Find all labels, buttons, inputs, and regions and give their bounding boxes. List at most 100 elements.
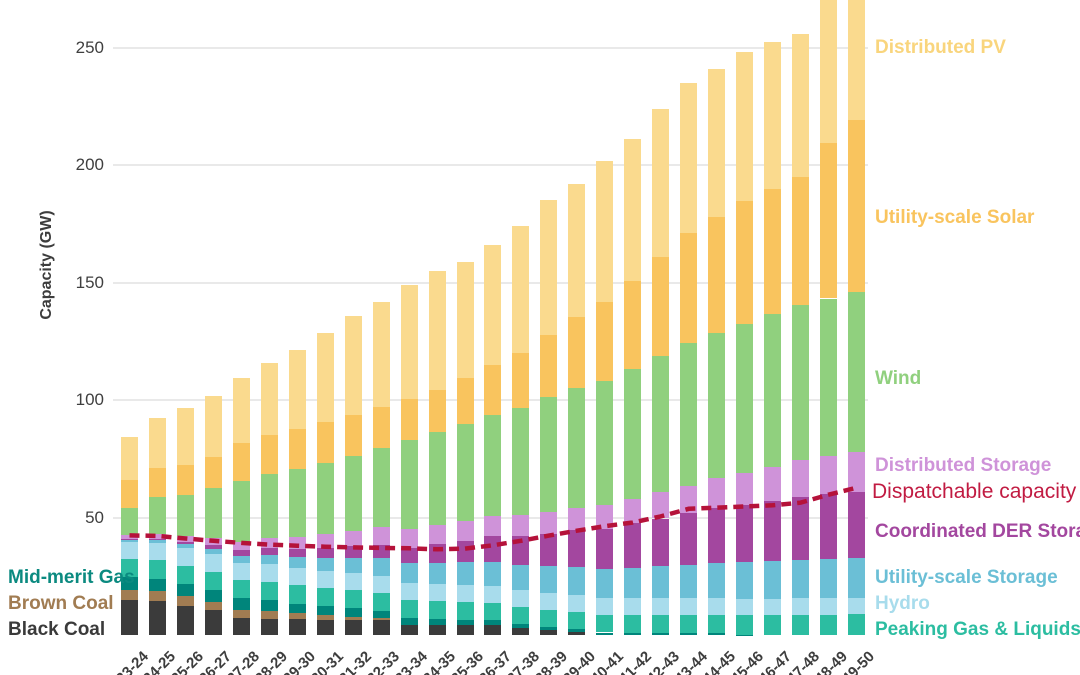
bar-2048-49 xyxy=(820,0,837,675)
segment-peaking-gas-liquids xyxy=(764,615,782,636)
segment-peaking-gas-liquids xyxy=(596,615,614,633)
segment-distributed-storage xyxy=(792,460,810,498)
segment-utility-scale-storage xyxy=(680,565,698,598)
bar-2032-33 xyxy=(372,0,390,675)
segment-distributed-storage xyxy=(820,455,837,495)
segment-distributed-storage xyxy=(708,478,726,509)
segment-coordinated-der-storage xyxy=(148,538,166,541)
segment-utility-scale-storage xyxy=(764,561,782,599)
segment-peaking-gas-liquids xyxy=(708,614,726,634)
y-tick-150: 150 xyxy=(75,272,104,292)
segment-wind xyxy=(428,431,446,525)
segment-distributed-pv xyxy=(232,377,250,444)
segment-mid-merit-gas xyxy=(428,618,446,626)
segment-distributed-storage xyxy=(512,514,530,536)
bar-2027-28 xyxy=(232,0,250,675)
segment-distributed-pv xyxy=(372,301,390,407)
segment-hydro xyxy=(344,573,362,591)
segment-peaking-gas-liquids xyxy=(372,592,390,611)
segment-brown-coal xyxy=(344,616,362,621)
segment-peaking-gas-liquids xyxy=(428,601,446,619)
segment-utility-scale-solar xyxy=(428,389,446,432)
segment-peaking-gas-liquids xyxy=(121,558,138,578)
segment-black-coal xyxy=(456,625,474,636)
segment-mid-merit-gas xyxy=(260,599,278,611)
bar-2034-35 xyxy=(428,0,446,675)
segment-hydro xyxy=(288,568,306,586)
bar-2031-32 xyxy=(344,0,362,675)
segment-coordinated-der-storage xyxy=(344,545,362,558)
segment-distributed-pv xyxy=(428,271,446,390)
segment-utility-scale-solar xyxy=(624,281,642,370)
segment-black-coal xyxy=(232,618,250,636)
segment-hydro xyxy=(204,554,222,572)
segment-distributed-storage xyxy=(260,538,278,549)
segment-peaking-gas-liquids xyxy=(456,602,474,620)
segment-black-coal xyxy=(260,618,278,636)
segment-coordinated-der-storage xyxy=(232,549,250,556)
segment-mid-merit-gas xyxy=(176,583,194,597)
segment-wind xyxy=(540,397,558,513)
segment-peaking-gas-liquids xyxy=(820,614,837,636)
segment-mid-merit-gas xyxy=(680,632,698,636)
label-dispatchable-capacity: Dispatchable capacity xyxy=(872,480,1077,503)
segment-hydro xyxy=(847,597,865,615)
segment-distributed-storage xyxy=(764,466,782,501)
segment-wind xyxy=(148,497,166,535)
segment-utility-scale-solar xyxy=(512,352,530,408)
segment-distributed-pv xyxy=(596,160,614,302)
segment-utility-scale-solar xyxy=(344,414,362,456)
segment-hydro xyxy=(708,597,726,615)
segment-utility-scale-storage xyxy=(260,555,278,565)
segment-black-coal xyxy=(512,628,530,636)
bar-2047-48 xyxy=(792,0,810,675)
segment-hydro xyxy=(316,570,334,589)
segment-coordinated-der-storage xyxy=(708,508,726,563)
segment-distributed-pv xyxy=(484,245,502,366)
segment-peaking-gas-liquids xyxy=(540,610,558,627)
segment-wind xyxy=(512,407,530,515)
segment-distributed-storage xyxy=(400,529,418,549)
segment-coordinated-der-storage xyxy=(176,541,194,544)
segment-coordinated-der-storage xyxy=(512,535,530,565)
segment-wind xyxy=(344,455,362,531)
segment-coordinated-der-storage xyxy=(596,528,614,570)
segment-distributed-storage xyxy=(680,485,698,514)
segment-coordinated-der-storage xyxy=(540,533,558,567)
segment-coordinated-der-storage xyxy=(428,544,446,563)
segment-wind xyxy=(596,380,614,506)
segment-utility-scale-storage xyxy=(596,569,614,599)
segment-peaking-gas-liquids xyxy=(568,611,586,629)
segment-peaking-gas-liquids xyxy=(847,614,865,636)
segment-wind xyxy=(400,439,418,530)
segment-wind xyxy=(764,313,782,467)
segment-distributed-storage xyxy=(596,505,614,529)
segment-utility-scale-solar xyxy=(121,480,138,509)
segment-black-coal xyxy=(344,620,362,636)
segment-utility-scale-storage xyxy=(288,557,306,569)
segment-hydro xyxy=(428,584,446,602)
segment-mid-merit-gas xyxy=(736,634,754,636)
segment-brown-coal xyxy=(316,615,334,621)
segment-utility-scale-solar xyxy=(316,422,334,463)
segment-black-coal xyxy=(428,625,446,636)
segment-hydro xyxy=(372,575,390,593)
segment-utility-scale-storage xyxy=(232,555,250,563)
segment-utility-scale-solar xyxy=(568,317,586,388)
segment-mid-merit-gas xyxy=(540,626,558,631)
segment-utility-scale-storage xyxy=(148,540,166,543)
segment-peaking-gas-liquids xyxy=(792,614,810,636)
segment-utility-scale-storage xyxy=(456,562,474,585)
segment-peaking-gas-liquids xyxy=(232,580,250,599)
segment-coordinated-der-storage xyxy=(204,544,222,549)
segment-distributed-pv xyxy=(736,52,754,202)
segment-utility-scale-solar xyxy=(484,365,502,415)
label-hydro: Hydro xyxy=(875,593,930,614)
segment-peaking-gas-liquids xyxy=(204,571,222,590)
segment-hydro xyxy=(176,548,194,566)
segment-distributed-storage xyxy=(736,472,754,505)
segment-distributed-storage xyxy=(624,498,642,524)
segment-utility-scale-storage xyxy=(428,562,446,585)
segment-coordinated-der-storage xyxy=(792,497,810,560)
